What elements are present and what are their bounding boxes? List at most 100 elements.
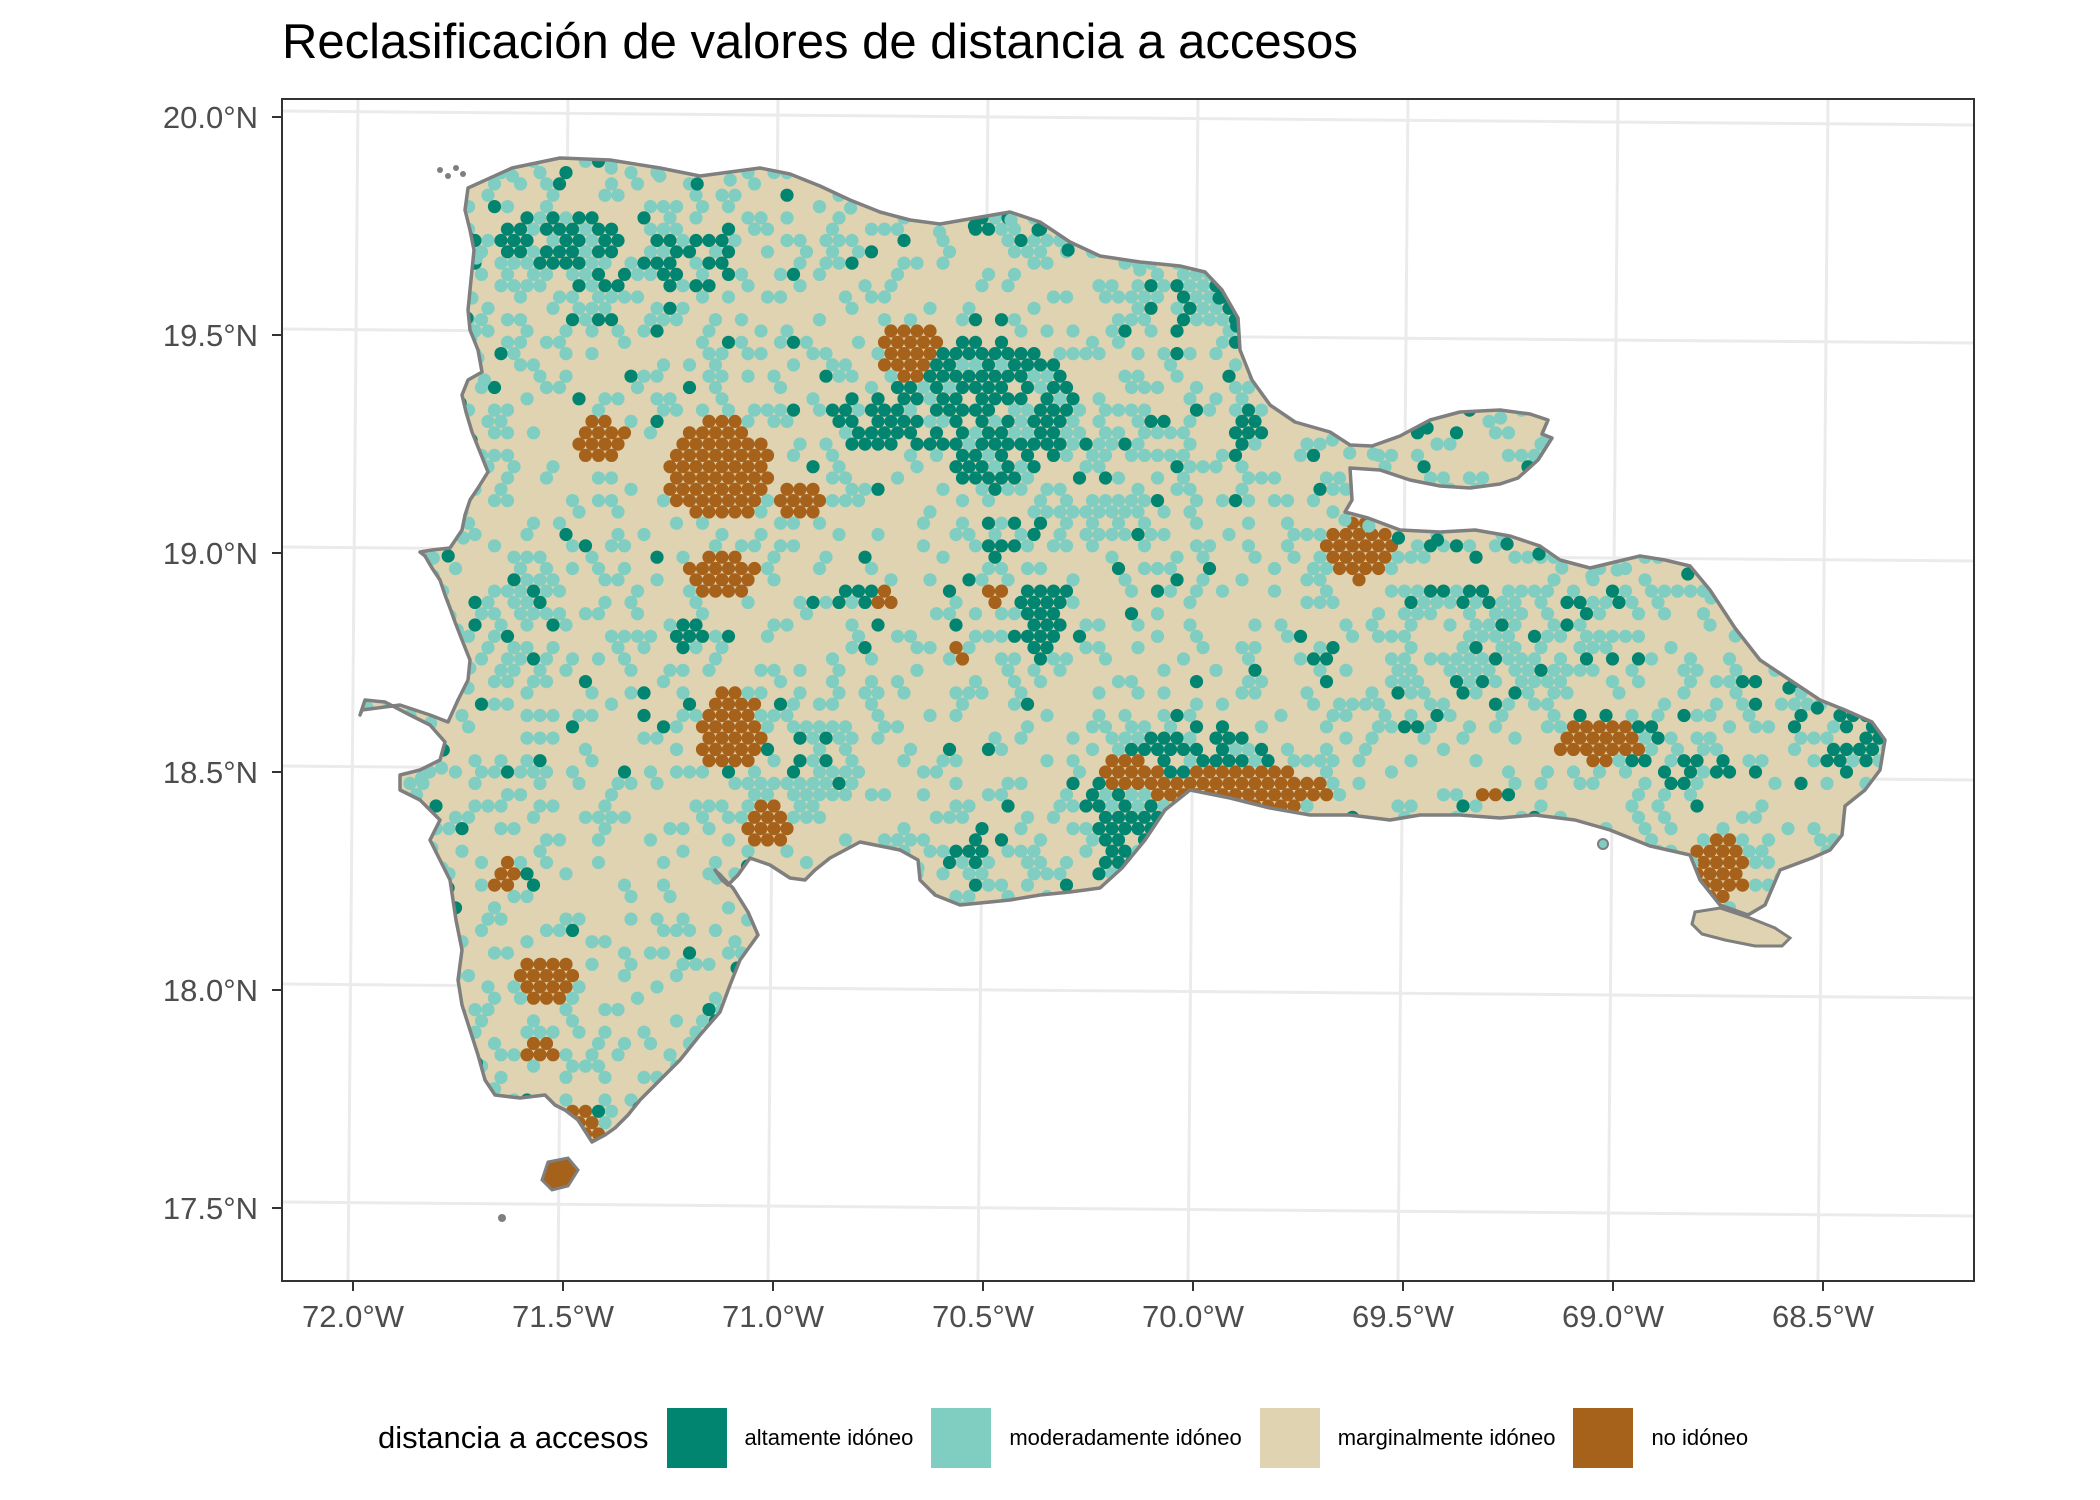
suitability-cell xyxy=(773,267,788,281)
suitability-cell xyxy=(715,686,729,700)
suitability-cell xyxy=(630,629,645,643)
suitability-cell xyxy=(1599,641,1613,655)
suitability-cell xyxy=(1176,471,1191,485)
suitability-cell xyxy=(773,403,788,417)
suitability-cell xyxy=(897,754,911,768)
suitability-cell xyxy=(877,584,892,598)
suitability-cell xyxy=(1696,742,1711,757)
suitability-cell xyxy=(1157,414,1171,428)
suitability-cell xyxy=(1521,663,1535,677)
suitability-cell xyxy=(604,426,619,440)
suitability-cell xyxy=(1111,335,1126,349)
suitability-cell xyxy=(864,584,879,598)
suitability-cell xyxy=(591,607,606,621)
suitability-cell xyxy=(1625,595,1639,610)
suitability-cell xyxy=(1482,595,1496,610)
suitability-cell xyxy=(988,437,1002,451)
suitability-cell xyxy=(1196,279,1210,293)
suitability-cell xyxy=(1410,448,1425,462)
suitability-cell xyxy=(598,935,612,949)
suitability-cell xyxy=(494,822,508,836)
suitability-cell xyxy=(520,957,534,971)
suitability-cell xyxy=(1261,776,1275,791)
suitability-cell xyxy=(760,448,775,462)
suitability-cell xyxy=(1326,527,1340,542)
suitability-cell xyxy=(663,618,677,632)
suitability-cell xyxy=(1033,358,1048,372)
suitability-cell xyxy=(1098,448,1113,462)
suitability-cell xyxy=(760,245,775,259)
suitability-cell xyxy=(929,607,944,621)
suitability-cell xyxy=(1820,754,1834,768)
suitability-cell xyxy=(1625,708,1639,723)
suitability-cell xyxy=(650,392,664,406)
suitability-cell xyxy=(520,256,534,270)
suitability-cell xyxy=(981,471,996,485)
suitability-cell xyxy=(669,494,684,508)
suitability-cell xyxy=(481,233,495,248)
suitability-cell xyxy=(1098,810,1113,824)
suitability-cell xyxy=(546,708,560,723)
suitability-cell xyxy=(1326,641,1340,655)
suitability-cell xyxy=(604,313,619,327)
suitability-cell xyxy=(1215,335,1230,349)
suitability-cell xyxy=(1287,754,1301,768)
suitability-cell xyxy=(793,754,807,768)
suitability-cell xyxy=(500,200,515,214)
suitability-cell xyxy=(611,573,625,587)
suitability-cell xyxy=(468,595,482,610)
suitability-cell xyxy=(1735,675,1750,689)
suitability-cell xyxy=(1085,494,1100,508)
suitability-cell xyxy=(455,708,469,723)
suitability-cell xyxy=(1001,369,1015,383)
suitability-cell xyxy=(1222,754,1236,768)
suitability-cell xyxy=(539,991,554,1005)
suitability-cell xyxy=(793,437,807,451)
suitability-cell xyxy=(1131,731,1145,745)
suitability-cell xyxy=(520,1025,534,1039)
suitability-cell xyxy=(1105,844,1119,858)
suitability-cell xyxy=(760,494,775,508)
suitability-cell xyxy=(1124,765,1139,779)
suitability-cell xyxy=(559,980,573,994)
suitability-cell xyxy=(968,471,983,485)
suitability-cell xyxy=(1703,731,1717,745)
suitability-cell xyxy=(663,1048,677,1062)
suitability-cell xyxy=(838,833,853,847)
suitability-cell xyxy=(754,731,768,745)
suitability-cell xyxy=(1362,519,1376,533)
suitability-cell xyxy=(812,267,827,281)
suitability-cell xyxy=(780,618,794,632)
suitability-cell xyxy=(1560,618,1574,632)
suitability-cell xyxy=(1462,652,1477,666)
suitability-cell xyxy=(1527,629,1542,643)
suitability-cell xyxy=(1462,629,1477,643)
suitability-cell xyxy=(513,765,528,779)
suitability-cell xyxy=(1742,754,1756,768)
suitability-cell xyxy=(1813,833,1828,847)
suitability-cell xyxy=(1105,505,1119,519)
suitability-cell xyxy=(1027,844,1041,858)
suitability-cell xyxy=(773,516,788,530)
suitability-cell xyxy=(656,222,671,236)
suitability-cell xyxy=(708,380,723,395)
suitability-cell xyxy=(747,539,762,553)
suitability-cell xyxy=(1443,708,1457,723)
suitability-cell xyxy=(1040,392,1054,406)
suitability-cell xyxy=(1585,569,1599,583)
suitability-cell xyxy=(975,573,989,587)
suitability-cell xyxy=(1079,460,1093,474)
suitability-cell xyxy=(1748,720,1763,734)
suitability-cell xyxy=(715,573,729,587)
suitability-cell xyxy=(734,448,749,462)
suitability-cell xyxy=(624,1093,638,1107)
suitability-cell xyxy=(1839,742,1854,757)
suitability-cell xyxy=(1501,788,1516,802)
suitability-cell xyxy=(1163,720,1178,734)
suitability-cell xyxy=(689,708,703,723)
suitability-cell xyxy=(975,369,989,383)
suitability-cell xyxy=(481,188,495,202)
suitability-cell xyxy=(1343,446,1357,460)
suitability-cell xyxy=(1423,697,1438,711)
suitability-cell xyxy=(1436,697,1451,711)
